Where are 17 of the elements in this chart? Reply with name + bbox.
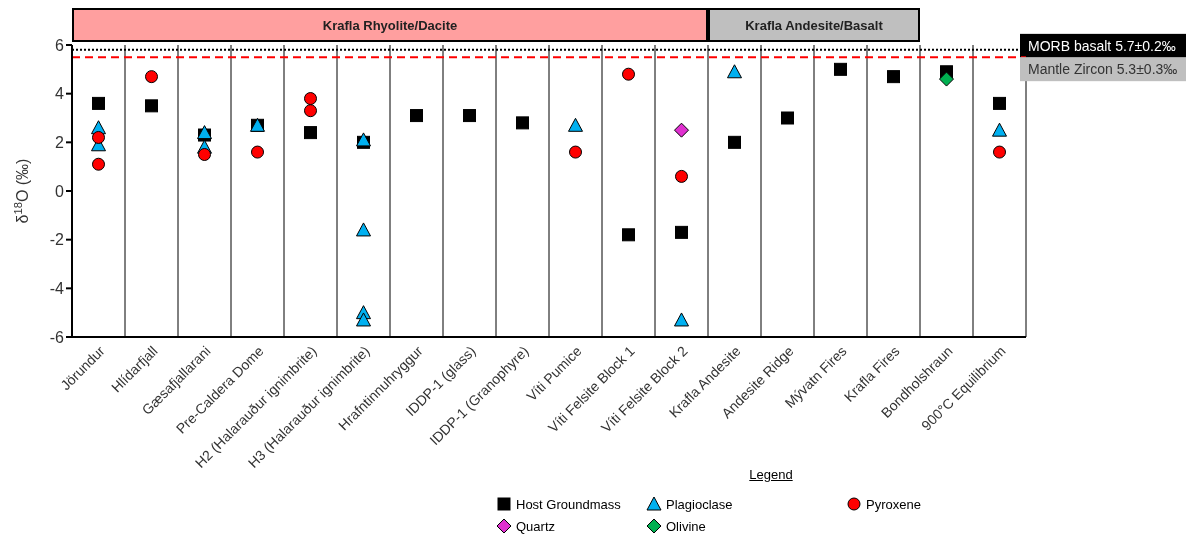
legend-label: Plagioclase bbox=[665, 496, 734, 512]
legend-label: Host Groundmass bbox=[515, 496, 622, 512]
legend-title: Legend bbox=[748, 467, 794, 482]
legend-label: Pyroxene bbox=[865, 496, 922, 512]
y-tick-label: -6 bbox=[49, 328, 65, 346]
y-tick-label: 4 bbox=[55, 85, 65, 103]
legend-label: Quartz bbox=[515, 518, 556, 534]
ref-line-label: Mantle Zircon 5.3±0.3‰ bbox=[1028, 61, 1178, 78]
y-tick-label: 6 bbox=[55, 36, 65, 54]
ref-line-label: MORB basalt 5.7±0.2‰ bbox=[1028, 37, 1176, 54]
y-tick-label: -4 bbox=[49, 280, 65, 298]
y-tick-label: -2 bbox=[49, 231, 65, 249]
legend-label: Olivine bbox=[665, 518, 707, 534]
text: Krafla Andesite/Basalt bbox=[708, 8, 920, 42]
y-tick-label: 2 bbox=[55, 134, 65, 152]
text: Krafla Rhyolite/Dacite bbox=[72, 8, 708, 42]
y-tick-label: 0 bbox=[55, 182, 65, 200]
